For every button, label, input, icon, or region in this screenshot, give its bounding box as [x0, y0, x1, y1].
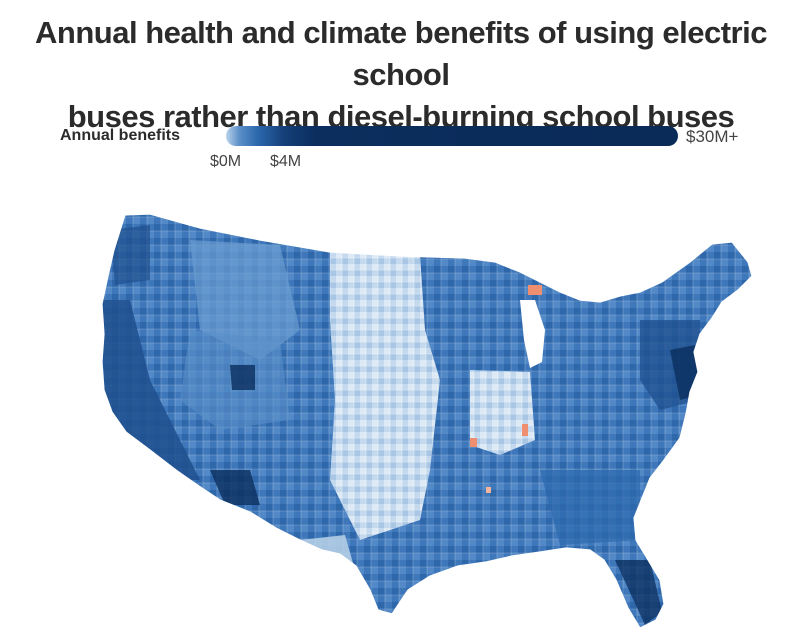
page-title: Annual health and climate benefits of us…	[0, 12, 802, 138]
county-fill-layer	[102, 214, 752, 628]
legend-color-bar	[226, 126, 678, 146]
legend-max-label: $30M+	[686, 127, 739, 146]
legend-tick-min: $0M	[210, 153, 242, 170]
map-svg	[101, 213, 753, 629]
legend-label: Annual benefits	[60, 127, 181, 144]
title-line-1: Annual health and climate benefits of us…	[35, 15, 767, 92]
us-county-map	[0, 190, 802, 640]
legend-tick-mid: $4M	[270, 153, 302, 170]
us-outline	[101, 213, 753, 629]
